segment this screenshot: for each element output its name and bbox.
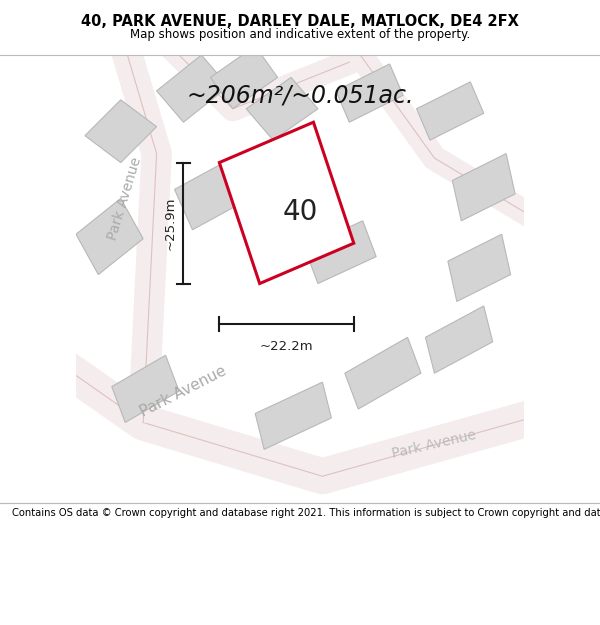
Text: ~25.9m: ~25.9m (164, 196, 177, 250)
Polygon shape (448, 234, 511, 301)
Polygon shape (255, 382, 331, 449)
Polygon shape (425, 306, 493, 373)
Polygon shape (336, 64, 403, 122)
Polygon shape (157, 55, 228, 123)
Text: ~22.2m: ~22.2m (260, 339, 313, 352)
Polygon shape (220, 122, 354, 284)
Text: Park Avenue: Park Avenue (106, 155, 145, 242)
Text: Map shows position and indicative extent of the property.: Map shows position and indicative extent… (130, 28, 470, 41)
Text: 40, PARK AVENUE, DARLEY DALE, MATLOCK, DE4 2FX: 40, PARK AVENUE, DARLEY DALE, MATLOCK, D… (81, 14, 519, 29)
Polygon shape (246, 78, 318, 140)
Polygon shape (345, 338, 421, 409)
Text: Park Avenue: Park Avenue (138, 363, 229, 419)
Polygon shape (112, 355, 179, 422)
Text: 40: 40 (283, 198, 317, 226)
Text: Park Avenue: Park Avenue (391, 428, 478, 461)
Polygon shape (85, 100, 157, 162)
Text: ~206m²/~0.051ac.: ~206m²/~0.051ac. (186, 83, 414, 107)
Polygon shape (416, 82, 484, 140)
Polygon shape (452, 154, 515, 221)
Polygon shape (175, 162, 242, 230)
Polygon shape (211, 46, 278, 109)
Polygon shape (304, 221, 376, 284)
Text: Contains OS data © Crown copyright and database right 2021. This information is : Contains OS data © Crown copyright and d… (12, 508, 600, 518)
Polygon shape (76, 198, 143, 274)
